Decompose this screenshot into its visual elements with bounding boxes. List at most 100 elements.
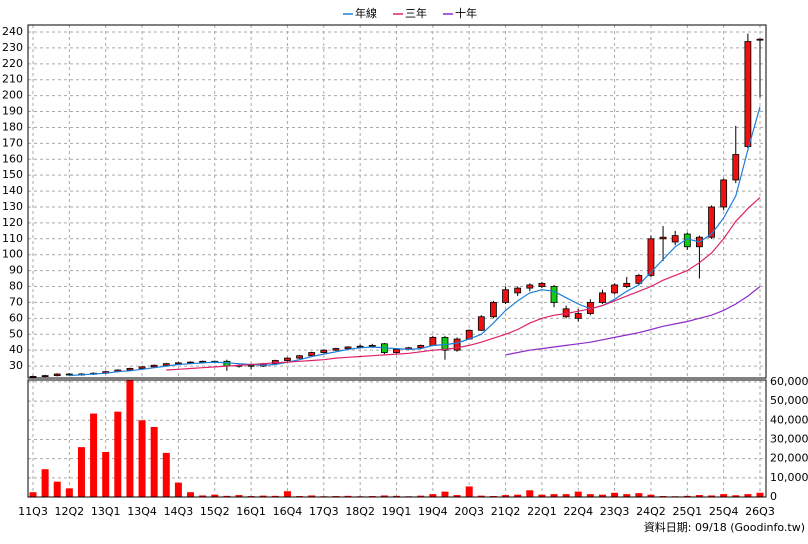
y2-tick-label: 50,000 <box>770 394 808 407</box>
x-tick-label: 19Q1 <box>382 505 412 518</box>
volume-bar <box>502 495 510 497</box>
candle-body <box>538 282 546 287</box>
volume-bar <box>562 494 570 497</box>
volume-bar <box>393 495 400 497</box>
volume-bar <box>732 495 740 497</box>
y-tick-label: 50 <box>9 327 23 340</box>
candle-body <box>647 238 655 276</box>
volume-bar <box>465 486 473 497</box>
x-tick-label: 22Q4 <box>563 505 593 518</box>
x-tick-label: 13Q4 <box>127 505 157 518</box>
candle-body <box>308 352 316 357</box>
ma-line <box>505 286 761 356</box>
volume-bar <box>744 494 752 497</box>
candle-body <box>744 41 752 147</box>
volume-bar <box>756 492 764 497</box>
volume-bar <box>441 491 449 497</box>
source-note: 資料日期: 09/18 (Goodinfo.tw) <box>644 520 805 534</box>
candle-body <box>356 345 364 348</box>
x-tick-label: 21Q2 <box>491 505 521 518</box>
x-tick-label: 16Q1 <box>236 505 266 518</box>
candle-body <box>271 360 279 365</box>
x-tick-label: 12Q2 <box>55 505 85 518</box>
y-tick-label: 160 <box>2 152 23 165</box>
legend-label: 年線 <box>355 6 377 20</box>
candle-body <box>174 362 182 365</box>
candle-body <box>490 302 497 318</box>
volume-bar <box>150 426 158 497</box>
y-tick-label: 230 <box>2 41 23 54</box>
volume-bar <box>453 495 461 497</box>
y-tick-label: 240 <box>2 25 23 38</box>
y2-tick-label: 10,000 <box>770 471 808 484</box>
y-tick-label: 120 <box>2 216 23 229</box>
candle-body <box>708 206 715 238</box>
y-tick-label: 70 <box>9 295 23 308</box>
y-tick-label: 200 <box>2 89 23 102</box>
candle-body <box>199 360 207 363</box>
volume-bar <box>211 494 219 497</box>
candle-body <box>635 274 643 284</box>
x-tick-label: 23Q3 <box>600 505 630 518</box>
candle-body <box>514 287 522 294</box>
volume-bar <box>199 495 207 497</box>
y-tick-label: 110 <box>2 232 23 245</box>
candle-body <box>671 235 679 243</box>
candle-body <box>29 376 37 378</box>
y-tick-label: 180 <box>2 120 23 133</box>
x-tick-label: 11Q3 <box>18 505 48 518</box>
volume-bar <box>187 492 195 497</box>
candle-body <box>477 316 485 331</box>
x-tick-label: 25Q4 <box>709 505 739 518</box>
volume-bar <box>429 494 437 497</box>
volume-bar <box>126 380 134 497</box>
y2-tick-label: 60,000 <box>770 375 808 388</box>
candle-body <box>344 346 352 349</box>
y-tick-label: 80 <box>9 280 23 293</box>
candle-body <box>659 236 667 240</box>
candle-body <box>393 348 400 353</box>
y-tick-label: 90 <box>9 264 23 277</box>
volume-bar <box>623 494 631 497</box>
plot-frame <box>27 24 767 379</box>
y-tick-label: 30 <box>9 359 23 372</box>
y-tick-label: 100 <box>2 248 23 261</box>
volume-bar <box>526 490 534 497</box>
y2-tick-label: 20,000 <box>770 452 808 465</box>
candle-body <box>150 364 158 368</box>
volume-bar <box>114 411 122 497</box>
candle-body <box>550 286 558 303</box>
ma-line <box>166 196 761 371</box>
candle-body <box>599 292 606 303</box>
x-tick-label: 22Q1 <box>527 505 557 518</box>
candle-body <box>574 313 582 319</box>
x-tick-label: 19Q4 <box>418 505 448 518</box>
ma-line <box>69 106 761 377</box>
candle-body <box>417 344 425 349</box>
candle-body <box>332 348 340 351</box>
legend-label: 三年 <box>405 6 427 20</box>
x-tick-label: 15Q2 <box>200 505 230 518</box>
candle-body <box>320 349 328 353</box>
x-tick-label: 13Q1 <box>91 505 121 518</box>
candle-body <box>611 284 618 294</box>
candle-body <box>429 337 437 346</box>
candle-body <box>284 357 291 361</box>
candle-body <box>732 154 740 181</box>
volume-bar <box>586 494 594 497</box>
candle-body <box>756 38 764 41</box>
candle-body <box>526 284 534 289</box>
x-tick-label: 17Q3 <box>309 505 339 518</box>
candle-body <box>296 355 303 359</box>
volume-bar <box>611 492 619 497</box>
candle-body <box>53 373 61 377</box>
volume-bar <box>635 493 643 497</box>
candle-body <box>162 363 170 366</box>
candle-body <box>623 282 631 287</box>
y-tick-label: 150 <box>2 168 23 181</box>
volume-bar <box>235 495 243 497</box>
candle-body <box>453 338 461 351</box>
y-tick-label: 190 <box>2 105 23 118</box>
